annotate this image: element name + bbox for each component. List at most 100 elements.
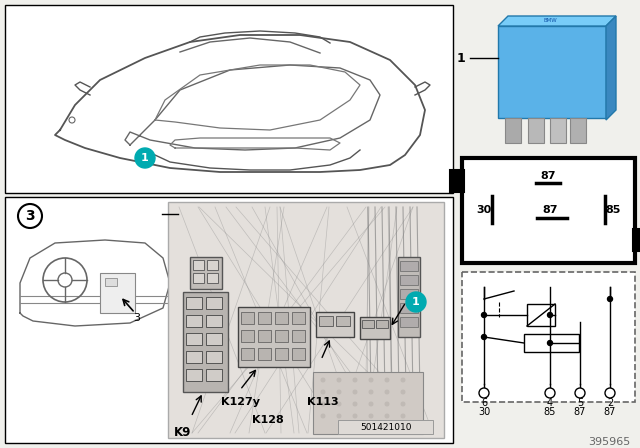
- Bar: [105, 278, 117, 286]
- Bar: [258, 330, 271, 342]
- Circle shape: [353, 378, 358, 383]
- Text: K9: K9: [174, 426, 192, 439]
- Text: 1: 1: [412, 297, 420, 307]
- Bar: [258, 348, 271, 360]
- Circle shape: [479, 388, 489, 398]
- Circle shape: [481, 313, 486, 318]
- Bar: [633, 229, 640, 251]
- Bar: [100, 273, 135, 313]
- Text: 6: 6: [481, 398, 487, 408]
- Bar: [186, 351, 202, 363]
- Bar: [193, 273, 204, 283]
- Circle shape: [545, 388, 555, 398]
- Bar: [313, 372, 423, 434]
- Circle shape: [605, 388, 615, 398]
- Bar: [400, 289, 418, 299]
- Text: 87: 87: [574, 407, 586, 417]
- Bar: [319, 316, 333, 326]
- Bar: [336, 316, 350, 326]
- Bar: [206, 369, 222, 381]
- Circle shape: [353, 389, 358, 395]
- Bar: [183, 292, 228, 392]
- Circle shape: [18, 204, 42, 228]
- Circle shape: [369, 414, 374, 418]
- Text: 30: 30: [476, 205, 492, 215]
- Bar: [570, 118, 586, 143]
- Bar: [505, 118, 521, 143]
- Bar: [498, 26, 606, 118]
- Circle shape: [321, 378, 326, 383]
- Circle shape: [385, 389, 390, 395]
- Bar: [207, 273, 218, 283]
- Circle shape: [481, 335, 486, 340]
- Circle shape: [547, 340, 552, 345]
- Bar: [275, 312, 288, 324]
- Bar: [186, 315, 202, 327]
- Circle shape: [385, 401, 390, 406]
- Circle shape: [321, 389, 326, 395]
- Bar: [238, 307, 310, 367]
- Bar: [376, 320, 388, 328]
- Bar: [338, 420, 433, 434]
- Bar: [400, 317, 418, 327]
- Bar: [360, 317, 390, 339]
- Bar: [292, 312, 305, 324]
- Circle shape: [401, 389, 406, 395]
- Bar: [524, 334, 579, 352]
- Circle shape: [401, 414, 406, 418]
- Bar: [527, 304, 555, 326]
- Bar: [462, 158, 635, 263]
- Bar: [241, 330, 254, 342]
- Text: 3: 3: [134, 313, 141, 323]
- Bar: [362, 320, 374, 328]
- Text: 2: 2: [607, 398, 613, 408]
- Bar: [398, 257, 420, 337]
- Bar: [206, 333, 222, 345]
- Bar: [206, 315, 222, 327]
- Bar: [190, 257, 222, 289]
- Text: 87: 87: [542, 205, 557, 215]
- Text: K128: K128: [252, 415, 284, 425]
- Circle shape: [321, 401, 326, 406]
- Bar: [400, 261, 418, 271]
- Circle shape: [337, 378, 342, 383]
- Bar: [450, 170, 464, 192]
- Polygon shape: [606, 16, 616, 120]
- Text: 30: 30: [478, 407, 490, 417]
- Bar: [316, 312, 354, 337]
- Circle shape: [369, 389, 374, 395]
- Bar: [206, 297, 222, 309]
- Circle shape: [406, 292, 426, 312]
- Bar: [193, 260, 204, 270]
- Text: 3: 3: [25, 209, 35, 223]
- Text: K113: K113: [307, 397, 339, 407]
- Polygon shape: [498, 16, 616, 26]
- Bar: [400, 275, 418, 285]
- Text: 395965: 395965: [588, 437, 630, 447]
- Circle shape: [135, 148, 155, 168]
- Circle shape: [321, 414, 326, 418]
- Bar: [186, 369, 202, 381]
- Circle shape: [385, 414, 390, 418]
- Bar: [5, 5, 453, 193]
- Circle shape: [607, 297, 612, 302]
- Bar: [275, 330, 288, 342]
- Circle shape: [353, 414, 358, 418]
- Bar: [207, 260, 218, 270]
- Circle shape: [337, 401, 342, 406]
- Circle shape: [575, 388, 585, 398]
- Text: 501421010: 501421010: [360, 422, 412, 431]
- Circle shape: [353, 401, 358, 406]
- Circle shape: [401, 378, 406, 383]
- Circle shape: [385, 378, 390, 383]
- Circle shape: [369, 378, 374, 383]
- Text: 5: 5: [577, 398, 583, 408]
- Bar: [292, 348, 305, 360]
- Text: 87: 87: [604, 407, 616, 417]
- Text: 85: 85: [544, 407, 556, 417]
- Circle shape: [369, 401, 374, 406]
- Circle shape: [337, 414, 342, 418]
- Bar: [5, 197, 453, 443]
- Circle shape: [401, 401, 406, 406]
- Text: 87: 87: [540, 171, 556, 181]
